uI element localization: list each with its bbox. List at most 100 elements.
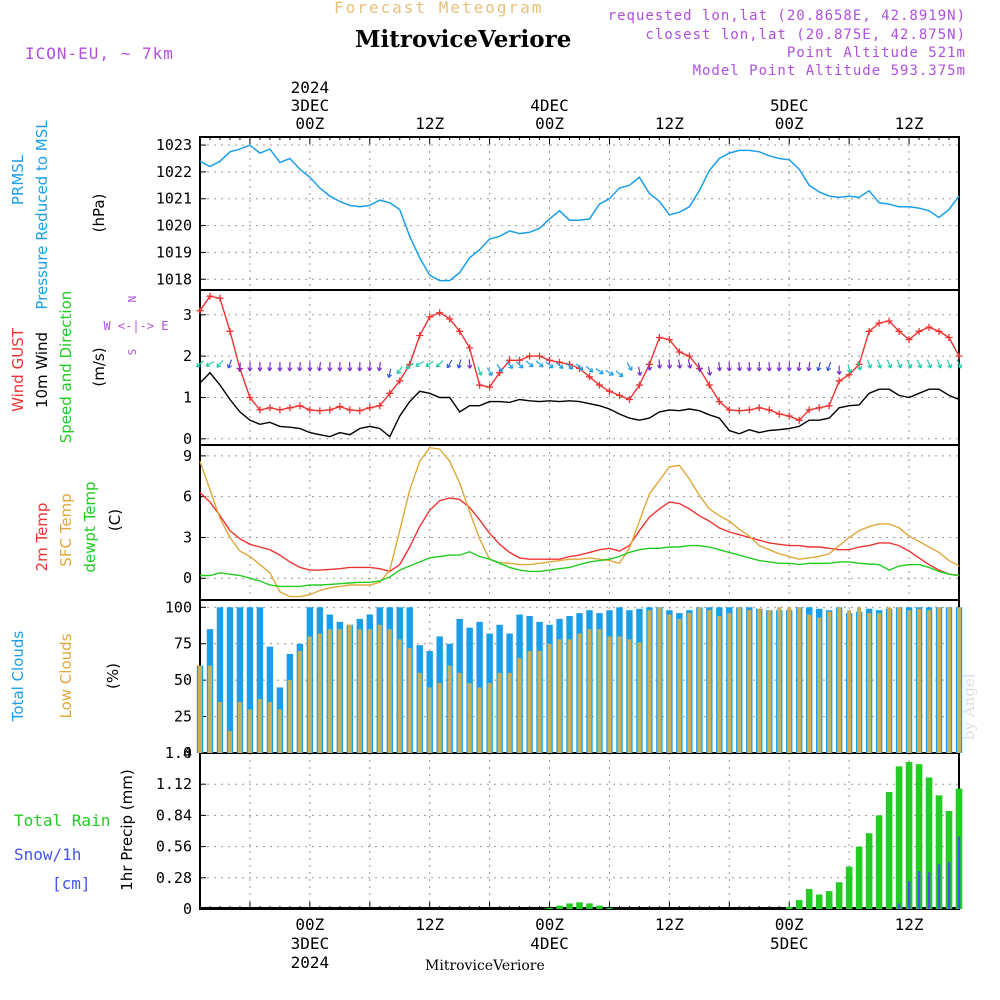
clouds-ytick-label: 25	[174, 708, 192, 726]
low-cloud-bar	[947, 607, 952, 753]
low-cloud-bar	[937, 607, 942, 753]
low-cloud-bar	[297, 651, 302, 753]
cloud-unit-label: (%)	[104, 663, 122, 689]
snow-bar	[957, 836, 961, 909]
wind-gust-point	[316, 407, 324, 415]
snow-legend: Snow/1h	[14, 845, 81, 864]
low-cloud-bar	[377, 624, 382, 753]
rain-bar	[825, 891, 833, 909]
wind-gust-point	[835, 377, 843, 385]
wind-direction-arrow	[676, 359, 683, 369]
wind-gust-point	[546, 356, 554, 364]
wind-direction-arrow	[786, 361, 792, 372]
low-cloud-bar	[277, 709, 282, 753]
temperature-ytick-label: 9	[183, 447, 192, 465]
wind-gust-point	[705, 381, 713, 389]
wind-direction-arrow	[396, 366, 403, 375]
rain-bar	[556, 905, 563, 909]
wind-direction-arrow	[405, 362, 414, 370]
clouds-ytick-label: 100	[165, 598, 192, 616]
wind-gust-point	[795, 416, 803, 424]
low-cloud-bar	[537, 651, 542, 753]
low-cloud-bar	[927, 610, 932, 753]
bottom-time-label: 00Z	[295, 915, 324, 934]
wind-direction-arrow	[585, 365, 594, 373]
snow-unit-legend: [cm]	[52, 874, 91, 893]
wind-direction-arrow	[425, 360, 434, 368]
wind-direction-arrow	[277, 362, 283, 372]
wind-gust-point	[715, 398, 723, 406]
wind-gust-point	[815, 404, 823, 412]
precip-ytick-label: 0	[183, 900, 192, 918]
pressure-frame	[199, 136, 960, 291]
wind-gust-point	[955, 352, 963, 360]
temperature-panel: 0 3 6 9	[183, 444, 960, 601]
low-cloud-bar	[547, 643, 552, 753]
wind-gust-point	[635, 381, 643, 389]
wind-gust-point	[585, 373, 593, 381]
wind-direction-arrow	[415, 361, 424, 367]
wind-direction-arrow	[666, 359, 673, 369]
wind-direction-arrow	[877, 359, 883, 369]
low-cloud-bar	[687, 613, 692, 753]
low-cloud-bar	[247, 709, 252, 753]
wind-direction-arrow	[357, 361, 363, 372]
wind-direction-arrow	[716, 361, 723, 372]
credit-watermark: by Angel	[960, 673, 978, 740]
low-cloud-bar	[717, 616, 722, 753]
wind-direction-arrow	[756, 361, 762, 372]
low-cloud-bar	[647, 610, 652, 753]
low-cloud-bar	[827, 611, 832, 753]
wind-gust-point	[615, 391, 623, 399]
low-cloud-bar	[957, 607, 961, 753]
low-cloud-bar	[837, 607, 842, 753]
low-cloud-bar	[557, 639, 562, 753]
wind-unit-label: (m/s)	[90, 347, 108, 386]
bottom-time-label: 12Z	[895, 915, 924, 934]
low-cloud-bar	[527, 651, 532, 753]
wind-gust-point	[745, 406, 753, 414]
wind-direction-arrow	[226, 359, 233, 369]
wind-gust-point	[655, 334, 663, 342]
compass-west-east: W <-|-> E	[103, 319, 168, 333]
top-time-label: 12Z	[895, 114, 924, 133]
wind-gust-point	[685, 352, 693, 360]
low-cloud-bar	[397, 639, 402, 753]
wind-gust-point	[246, 393, 254, 401]
low-cloud-bar	[267, 702, 272, 753]
wind-direction-arrow	[535, 360, 544, 368]
wind-gust-point	[206, 292, 214, 300]
wind-gust-point	[306, 406, 314, 414]
wind-gust-point	[755, 404, 763, 412]
rain-bar	[935, 795, 943, 909]
low-cloud-bar	[507, 672, 512, 753]
wind-direction-arrow	[687, 359, 693, 369]
wind-direction-arrow	[196, 360, 204, 368]
wind-direction-arrow	[486, 367, 493, 377]
wind-gust-point	[476, 381, 484, 389]
precip-ytick-label: 0.28	[156, 869, 192, 887]
top-time-label: 4DEC	[530, 96, 569, 115]
low-cloud-bar	[757, 608, 762, 753]
wind-direction-arrow	[726, 361, 733, 372]
wind-gust-point	[276, 406, 284, 414]
top-time-label: 12Z	[655, 114, 684, 133]
low-cloud-bar	[857, 607, 862, 753]
wind-direction-arrow	[906, 359, 913, 369]
low-cloud-bar	[237, 702, 242, 753]
wind-direction-arrow	[926, 359, 933, 369]
wind-gust-point	[356, 407, 364, 415]
wind-direction-arrow	[867, 359, 873, 369]
rain-bar	[905, 761, 913, 909]
total-cloud-bar	[236, 607, 244, 753]
wind-direction-arrow	[237, 362, 243, 372]
low-cloud-bar	[867, 613, 872, 753]
snow-bar	[907, 881, 911, 909]
low-cloud-bar	[707, 610, 712, 753]
low-cloud-bar	[917, 608, 922, 753]
low-cloud-bar	[467, 683, 472, 753]
wind-gust-point	[426, 313, 434, 321]
wind-direction-arrow	[746, 362, 752, 372]
snow-bar	[897, 903, 901, 909]
low-cloud-bar	[597, 629, 602, 753]
